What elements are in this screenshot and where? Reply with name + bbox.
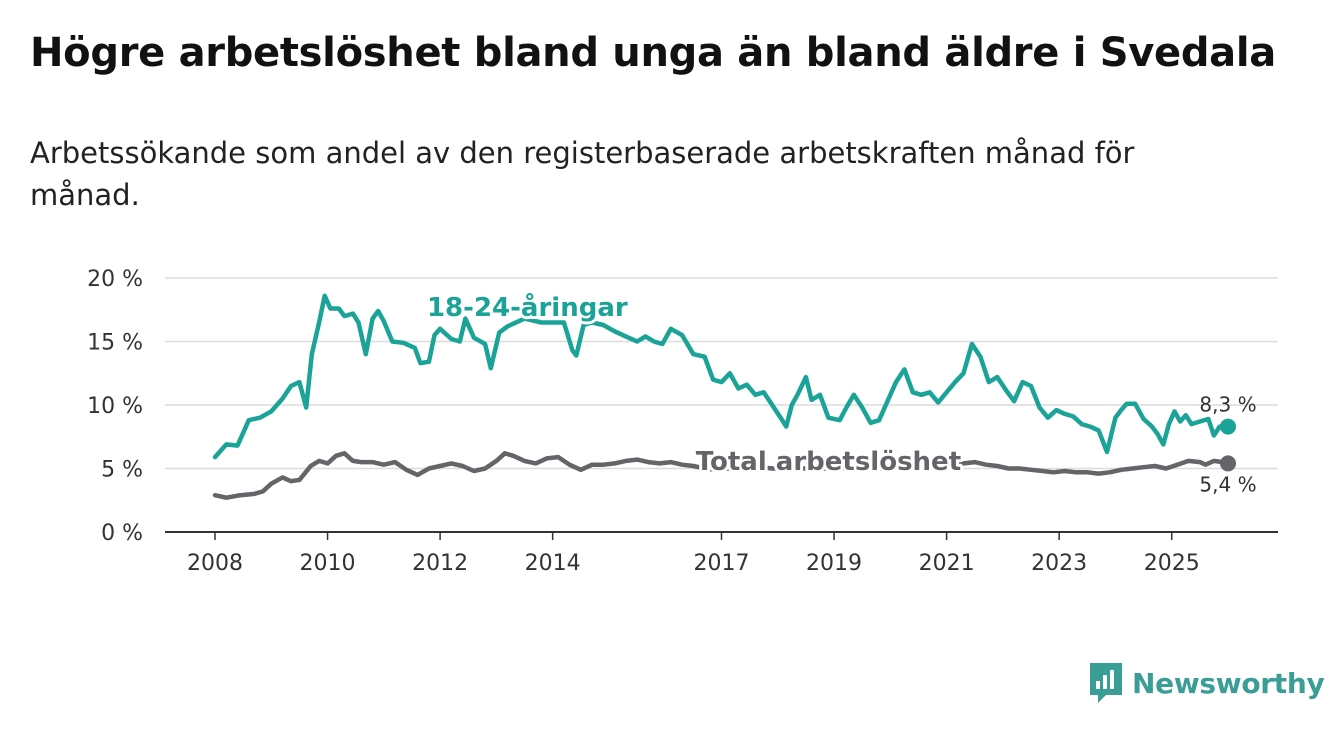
y-tick-label: 15 %: [87, 331, 143, 356]
x-tick-label: 2012: [412, 551, 468, 576]
x-tick-label: 2019: [806, 551, 862, 576]
x-tick-label: 2008: [187, 551, 243, 576]
end-marker: [1220, 455, 1236, 472]
end-marker: [1220, 418, 1236, 435]
series-line-youth: [212, 293, 1231, 460]
series-line-total: [212, 451, 1231, 500]
brand-name: Newsworthy: [1132, 666, 1325, 700]
y-tick-label: 5 %: [101, 458, 143, 483]
brand-logo: Newsworthy: [1088, 660, 1325, 706]
x-tick-label: 2021: [919, 551, 975, 576]
x-tick-label: 2025: [1144, 551, 1200, 576]
y-tick-label: 20 %: [87, 267, 143, 292]
end-value-label: 8,3 %: [1199, 393, 1256, 417]
x-tick-label: 2014: [525, 551, 581, 576]
chart-subtitle: Arbetssökande som andel av den registerb…: [30, 136, 1135, 212]
newsworthy-logo-icon: [1090, 663, 1122, 703]
x-tick-label: 2010: [300, 551, 356, 576]
y-tick-label: 0 %: [101, 521, 143, 546]
series-label-youth: 18-24-åringar: [427, 291, 628, 323]
x-tick-label: 2023: [1031, 551, 1087, 576]
x-tick-label: 2017: [694, 551, 750, 576]
end-value-label: 5,4 %: [1199, 472, 1256, 496]
chart-title: Högre arbetslöshet bland unga än bland ä…: [30, 30, 1276, 76]
y-tick-label: 10 %: [87, 394, 143, 419]
series-label-total: Total arbetslöshet: [696, 447, 961, 477]
